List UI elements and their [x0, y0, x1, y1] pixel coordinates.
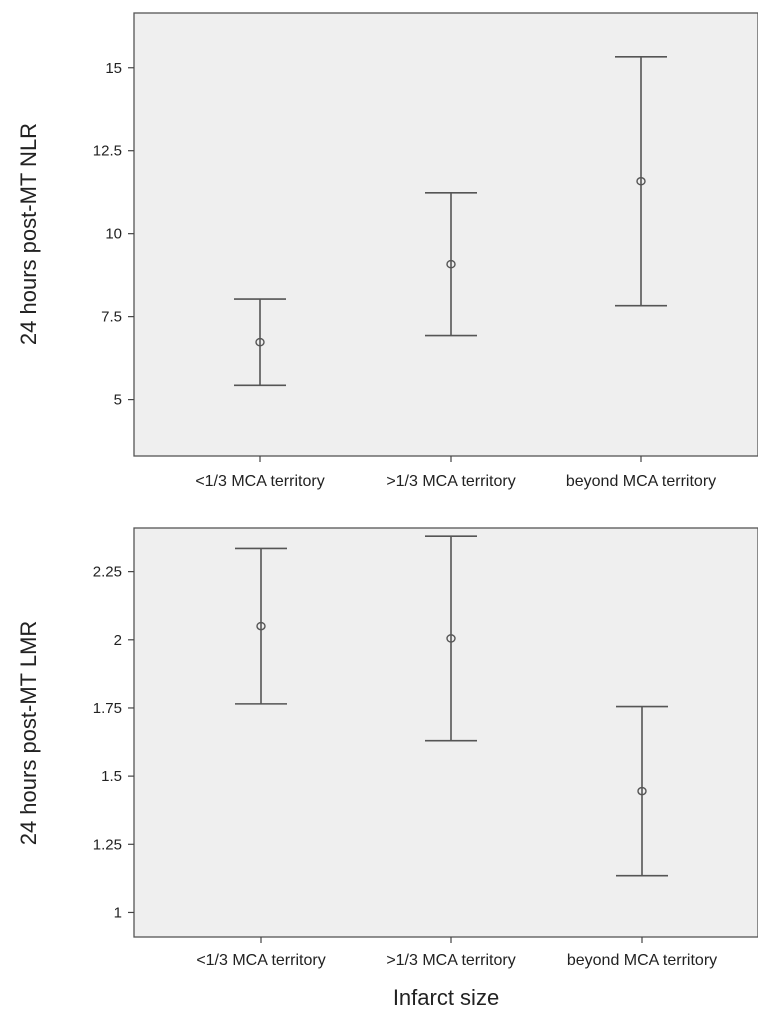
- y-tick-label: 7.5: [101, 309, 122, 326]
- y-axis-title: 24 hours post-MT LMR: [16, 621, 41, 846]
- x-tick-label: beyond MCA territory: [567, 952, 717, 969]
- y-tick-label: 1: [114, 904, 122, 921]
- x-tick-label: beyond MCA territory: [566, 473, 716, 490]
- mean-point: [446, 634, 456, 643]
- y-tick-label: 1.5: [101, 768, 122, 785]
- x-tick-label: <1/3 MCA territory: [195, 473, 324, 490]
- y-tick-label: 12.5: [93, 143, 122, 160]
- y-tick-label: 15: [105, 60, 122, 77]
- x-axis-title: Infarct size: [393, 985, 499, 1010]
- y-tick-label: 2.25: [93, 564, 122, 581]
- mean-point: [637, 786, 647, 796]
- y-axis-title: 24 hours post-MT NLR: [16, 123, 41, 345]
- mean-point: [636, 176, 646, 186]
- y-tick-label: 2: [114, 632, 122, 649]
- lmr-chart: 1 1.25 1.5 1.75 2 2.25 <1/3 MCA territory >1/3 …: [16, 527, 758, 1010]
- mean-point: [446, 259, 456, 269]
- x-tick-label: <1/3 MCA territory: [196, 952, 325, 969]
- y-tick-label: 5: [114, 392, 122, 409]
- x-tick-label: >1/3 MCA territory: [386, 952, 515, 969]
- y-tick-label: 1.75: [93, 700, 122, 717]
- mean-point: [255, 337, 265, 347]
- plot-area: [133, 527, 758, 938]
- x-tick-label: >1/3 MCA territory: [386, 473, 515, 490]
- nlr-chart: 5 7.5 10 12.5 15 <1/3 MCA territory >1/3 MCA t…: [16, 12, 758, 490]
- mean-point: [256, 621, 266, 631]
- y-tick-label: 1.25: [93, 836, 122, 853]
- y-tick-label: 10: [105, 226, 122, 243]
- plot-area: [133, 12, 758, 457]
